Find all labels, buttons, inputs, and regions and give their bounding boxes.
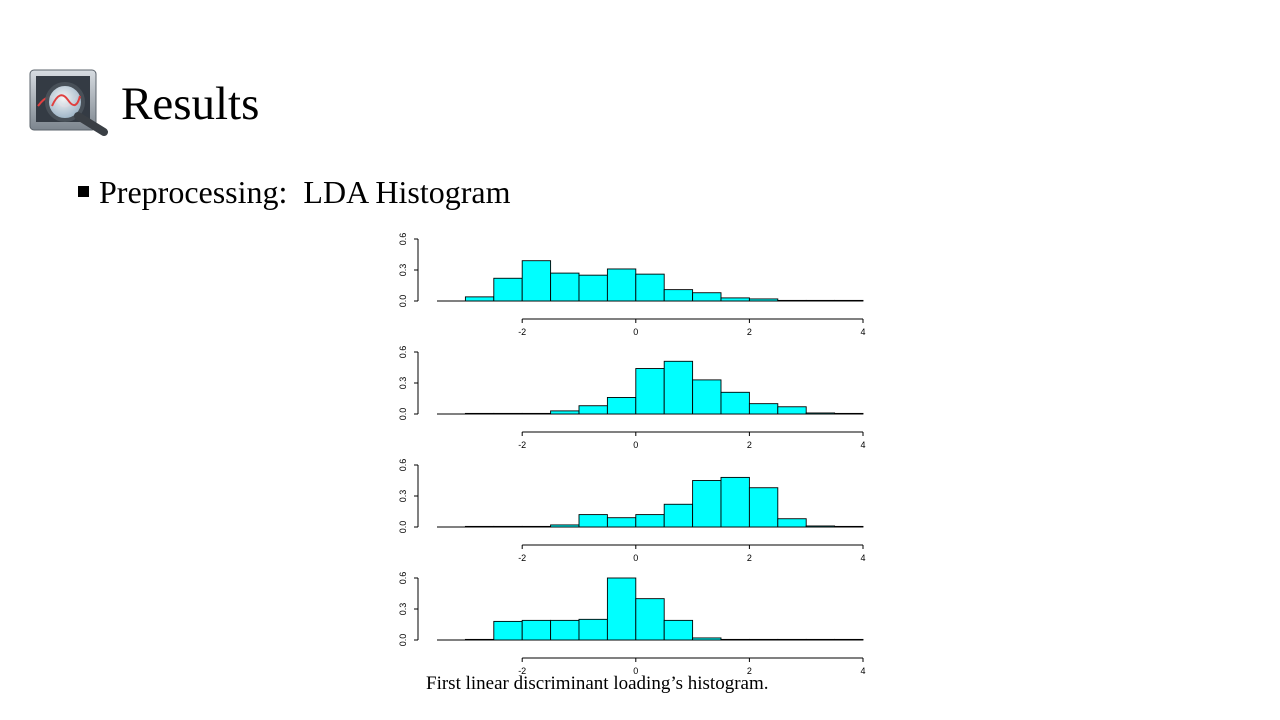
x-tick-label: 4 (860, 440, 865, 450)
histogram-bar (720, 638, 750, 641)
histogram-bar (578, 618, 608, 641)
y-tick-label: 0.6 (398, 233, 408, 246)
histogram-bar (692, 379, 722, 415)
y-tick-label: 0.0 (398, 295, 408, 308)
x-tick-label: -2 (518, 327, 526, 337)
x-tick-label: -2 (518, 666, 526, 675)
histogram-bar (692, 480, 722, 528)
histogram-panel-1: 0.0 0.3 0.6 -2 0 2 4 (398, 233, 866, 337)
histogram-bar (663, 289, 694, 302)
bullet-item: Preprocessing: LDA Histogram (78, 170, 511, 214)
page-title: Results (121, 78, 260, 130)
x-tick-label: 4 (860, 327, 865, 337)
histogram-bar (692, 292, 722, 302)
histogram-panel-3: 0.0 0.3 0.6 -2 0 2 4 (398, 459, 866, 563)
x-tick-label: 0 (633, 553, 638, 563)
histogram-bar (493, 525, 523, 528)
histogram-bar (521, 260, 552, 302)
y-tick-label: 0.6 (398, 346, 408, 359)
histogram-bar (805, 525, 836, 528)
histogram-bar (692, 637, 722, 641)
histogram-bar (720, 391, 750, 415)
histogram-bar (748, 487, 779, 528)
bullet-square-icon (78, 186, 89, 198)
histogram-bar (578, 514, 608, 528)
x-tick-label: 0 (633, 666, 638, 675)
histogram-bar (805, 412, 836, 415)
x-tick-label: 0 (633, 440, 638, 450)
histogram-bar (635, 368, 665, 415)
x-tick-label: 2 (747, 327, 752, 337)
histogram-bar (663, 503, 694, 528)
magnifier-chart-icon (28, 66, 112, 138)
histogram-bar (464, 525, 495, 528)
figure-caption: First linear discriminant loading’s hist… (426, 673, 769, 694)
histogram-bar (635, 598, 665, 641)
y-tick-label: 0.0 (398, 408, 408, 421)
histogram-bar (606, 577, 637, 641)
histogram-bar (777, 638, 807, 641)
y-tick-label: 0.3 (398, 603, 408, 616)
histogram-bar (606, 268, 637, 302)
histogram-bar (663, 360, 694, 415)
histogram-bar (834, 299, 864, 302)
histogram-bar (606, 517, 637, 528)
x-tick-label: 2 (747, 553, 752, 563)
histogram-bar (777, 299, 807, 302)
histogram-bar (834, 412, 864, 415)
histogram-bar (550, 410, 580, 415)
histogram-bar (550, 619, 580, 641)
histogram-bar (550, 272, 580, 302)
y-tick-label: 0.0 (398, 521, 408, 534)
histogram-bar (550, 524, 580, 528)
histogram-bar (493, 620, 523, 641)
y-tick-label: 0.6 (398, 459, 408, 472)
bullet-value: LDA Histogram (303, 174, 511, 210)
histogram-bar (578, 274, 608, 302)
y-tick-label: 0.0 (398, 634, 408, 647)
x-tick-label: -2 (518, 553, 526, 563)
bullet-label: Preprocessing: (99, 174, 288, 210)
x-tick-label: -2 (518, 440, 526, 450)
histogram-bar (578, 405, 608, 415)
histogram-bar (663, 619, 694, 641)
histogram-panel-2: 0.0 0.3 0.6 -2 0 2 4 (398, 346, 866, 450)
histogram-bar (464, 296, 495, 302)
histogram-bar (805, 638, 836, 641)
histogram-bar (464, 638, 495, 641)
histogram-bar (464, 412, 495, 415)
histogram-bar (493, 412, 523, 415)
x-tick-label: 2 (747, 666, 752, 675)
histogram-bar (777, 406, 807, 415)
x-tick-label: 2 (747, 440, 752, 450)
x-tick-label: 4 (860, 666, 865, 675)
histogram-bar (805, 299, 836, 302)
histogram-bar (748, 403, 779, 415)
histogram-bar (606, 397, 637, 415)
histogram-bar (521, 412, 552, 415)
histogram-bar (635, 273, 665, 302)
histogram-bar (493, 277, 523, 302)
x-tick-label: 0 (633, 327, 638, 337)
y-tick-label: 0.3 (398, 377, 408, 390)
histogram-figure: 0.0 0.3 0.6 -2 0 2 4 0.0 0.3 0.6 -2 0 2 4 0.0 0.3 0.6 -2 0… (360, 225, 900, 675)
y-tick-label: 0.6 (398, 572, 408, 585)
histogram-bar (834, 525, 864, 528)
histogram-bar (748, 638, 779, 641)
y-tick-label: 0.3 (398, 490, 408, 503)
histogram-bar (635, 514, 665, 528)
histogram-bar (720, 476, 750, 528)
histogram-bar (720, 297, 750, 302)
histogram-bar (521, 619, 552, 641)
histogram-bar (777, 518, 807, 528)
histogram-bar (834, 638, 864, 641)
x-tick-label: 4 (860, 553, 865, 563)
histogram-bar (521, 525, 552, 528)
histogram-panel-4: 0.0 0.3 0.6 -2 0 2 4 (398, 572, 866, 675)
histogram-bar (748, 298, 779, 302)
histogram-stack: 0.00.30.6-2 0 2 40.00.30.6-2 0 2 40.00.30.6-2 0… (398, 233, 866, 675)
y-tick-label: 0.3 (398, 264, 408, 277)
